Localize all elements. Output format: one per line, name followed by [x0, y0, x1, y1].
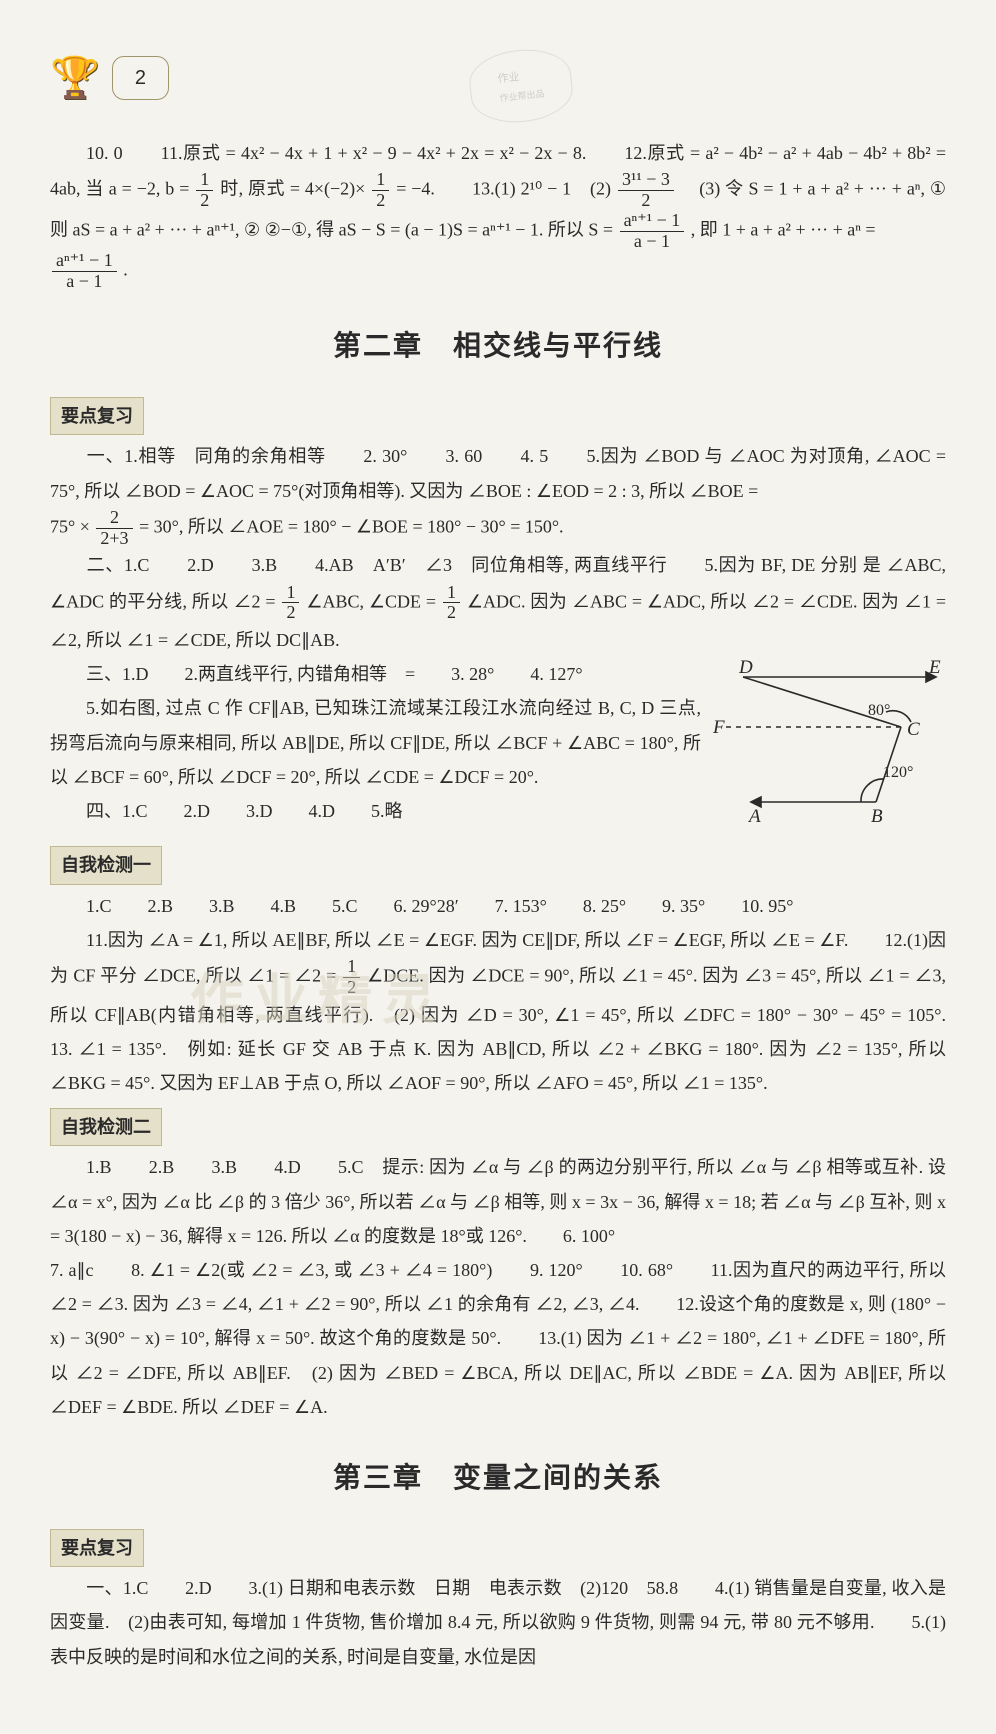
- t1-p3b: ∠DCE. 因为 ∠DCE = 90°, 所以 ∠1 = 45°. 因为: [367, 965, 739, 985]
- section-test2-tag: 自我检测二: [50, 1108, 162, 1146]
- lbl-B: B: [871, 806, 883, 827]
- section-review-tag: 要点复习: [50, 397, 144, 435]
- diagram-svg: D E F C A B 80° 120°: [711, 657, 946, 827]
- frac-s2: aⁿ⁺¹ − 1a − 1: [52, 251, 117, 292]
- carryover-block: 10. 0 11.原式 = 4x² − 4x + 1 + x² − 9 − 4x…: [50, 136, 946, 292]
- t1-p2: 11.因为 ∠A = ∠1, 所以 AE∥BF, 所以 ∠E = ∠EGF. 因…: [86, 930, 815, 950]
- ch2-block-2: 二、1.C 2.D 3.B 4.AB A′B′ ∠3 同位角相等, 两直线平行 …: [50, 548, 946, 657]
- p1e: (3) 令 S = 1 + a + a² + ··· +: [681, 179, 902, 199]
- test1-block: 作业精灵 1.C 2.B 3.B 4.B 5.C 6. 29°28′ 7. 15…: [50, 889, 946, 1101]
- chapter-3-title: 第三章 变量之间的关系: [50, 1452, 946, 1505]
- frac-3n: 3¹¹ − 32: [618, 170, 674, 211]
- ch2-p2c: ∠ABC, ∠CDE =: [306, 591, 441, 611]
- page-root: 作业 作业帮出品 🏆 2 10. 0 11.原式 = 4x² − 4x + 1 …: [0, 0, 996, 1734]
- lbl-A: A: [747, 806, 761, 827]
- stamp-sub: 作业帮出品: [499, 86, 546, 108]
- test2-block: 1.B 2.B 3.B 4.D 5.C 提示: 因为 ∠α 与 ∠β 的两边分别…: [50, 1150, 946, 1424]
- p1b: 4ab, 当 a = −2, b =: [50, 179, 194, 199]
- p1h: .: [123, 260, 128, 280]
- ch2-p2d: ∠ADC. 因为 ∠ABC = ∠ADC, 所以 ∠2 =: [467, 591, 794, 611]
- trophy-icon: 🏆: [50, 40, 100, 116]
- lbl-D: D: [738, 657, 753, 678]
- lbl-120: 120°: [883, 764, 913, 781]
- frac-half-3: 12: [282, 583, 299, 624]
- p1g: , 即 1 + a + a² + ··· + aⁿ =: [691, 219, 876, 239]
- section-test1-tag: 自我检测一: [50, 846, 162, 884]
- frac-half-2: 12: [372, 170, 389, 211]
- ch2-block-3-wrap: 三、1.D 2.两直线平行, 内错角相等 = 3. 28° 4. 127° 5.…: [50, 657, 946, 838]
- section-review3-tag: 要点复习: [50, 1529, 144, 1567]
- frac-s: aⁿ⁺¹ − 1a − 1: [620, 211, 685, 252]
- t1-p1: 1.C 2.B 3.B 4.B 5.C 6. 29°28′ 7. 153° 8.…: [86, 896, 793, 916]
- ch3-p1: 一、1.C 2.D 3.(1) 日期和电表示数 日期 电表示数 (2)120 5…: [50, 1578, 946, 1666]
- ch2-p1: 一、1.相等 同角的余角相等 2. 30° 3. 60 4. 5 5.因为 ∠B…: [50, 446, 946, 500]
- ch2-p3b: 5.如右图, 过点 C 作 CF∥AB, 已知珠江流域某江段江水流向经过 B, …: [50, 698, 701, 786]
- ch2-p2: 二、1.C 2.D 3.B 4.AB A′B′ ∠3 同位角相等, 两直线平行 …: [86, 555, 858, 575]
- frac-half-4: 12: [443, 583, 460, 624]
- lbl-80: 80°: [868, 702, 890, 719]
- t2-p2: 7. a∥c 8. ∠1 = ∠2(或 ∠2 = ∠3, 或 ∠3 + ∠4 =…: [50, 1260, 946, 1417]
- p1c: 时, 原式 = 4×(−2)×: [220, 179, 370, 199]
- lbl-E: E: [928, 657, 941, 678]
- frac-half-5: 12: [343, 957, 360, 998]
- ch2-p1b: 75° ×: [50, 516, 94, 536]
- lbl-C: C: [907, 719, 920, 740]
- p1a: 10. 0 11.原式 = 4x² − 4x + 1 + x² − 9 − 4x…: [86, 143, 946, 163]
- ch3-block: 一、1.C 2.D 3.(1) 日期和电表示数 日期 电表示数 (2)120 5…: [50, 1571, 946, 1674]
- frac-half-1: 12: [196, 170, 213, 211]
- t2-p1: 1.B 2.B 3.B 4.D 5.C 提示: 因为 ∠α 与 ∠β 的两边分别…: [50, 1157, 946, 1245]
- ch2-block-1: 一、1.相等 同角的余角相等 2. 30° 3. 60 4. 5 5.因为 ∠B…: [50, 439, 946, 548]
- page-number: 2: [112, 56, 169, 100]
- p1d: = −4. 13.(1) 2¹⁰ − 1 (2): [396, 179, 616, 199]
- frac-2-5: 22+3: [96, 508, 132, 549]
- chapter-2-title: 第二章 相交线与平行线: [50, 320, 946, 373]
- lbl-F: F: [712, 717, 725, 738]
- ch2-p4: 四、1.C 2.D 3.D 4.D 5.略: [86, 801, 403, 821]
- geometry-diagram: D E F C A B 80° 120°: [711, 657, 946, 838]
- ch2-p1c: = 30°, 所以 ∠AOE = 180° − ∠BOE = 180° − 30…: [139, 516, 564, 536]
- ch2-p3a: 三、1.D 2.两直线平行, 内错角相等 = 3. 28° 4. 127°: [86, 664, 583, 684]
- ch2-block-3-text: 三、1.D 2.两直线平行, 内错角相等 = 3. 28° 4. 127° 5.…: [50, 657, 701, 828]
